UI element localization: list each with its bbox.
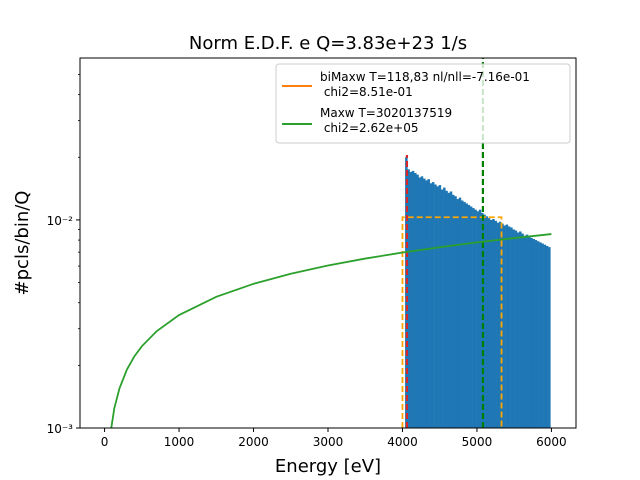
histogram-bar [429,183,433,428]
histogram-bar [478,209,482,428]
histogram-bar [523,235,527,428]
histogram-bar [411,170,415,428]
histogram-bar [409,171,413,428]
histogram-bar [460,200,464,428]
histogram-bar [449,191,453,428]
fit-window-dashed-box [401,216,503,428]
histogram-bar [440,189,444,428]
histogram-bar [516,232,520,428]
histogram-bar [496,222,500,428]
x-axis-ticks: 0 1000 2000 3000 4000 5000 6000 [101,428,567,449]
histogram-bar [530,237,533,428]
histogram-bar [445,190,448,428]
series-line-1 [110,233,552,428]
x-tick-label: 5000 [462,435,493,449]
x-tick-label: 0 [101,435,109,449]
histogram-bar [436,186,439,428]
histogram-bar [512,229,515,428]
x-tick-label: 1000 [164,435,195,449]
histogram-bar [519,231,522,428]
histogram-bar [539,242,542,428]
chart-title: Norm E.D.F. e Q=3.83e+23 1/s [189,33,467,54]
histogram-bar [456,199,460,428]
legend-label-maxw-line2: chi2=2.62e+05 [320,121,418,135]
histogram-bar [494,220,497,428]
histogram-bar [452,194,455,428]
histogram-bar [469,206,473,428]
legend-label-bimaxw-line2: chi2=8.51e-01 [320,85,413,99]
histogram-bar [416,174,419,428]
histogram-bar [507,226,511,428]
histogram-bar [454,196,457,428]
histogram-bar [447,192,451,428]
histogram-bar [458,197,462,428]
x-tick-label: 4000 [387,435,418,449]
legend-label-maxw-line1: Maxw T=3020137519 [320,106,452,120]
histogram-bar [443,187,446,428]
x-tick-label: 3000 [313,435,344,449]
x-tick-label: 6000 [536,435,567,449]
histogram-bar [422,178,426,428]
histogram-bar [465,203,468,428]
x-axis-label: Energy [eV] [275,456,381,477]
histogram-bar [489,219,493,428]
histogram-bar [525,234,529,428]
histogram-bar [536,241,540,428]
histogram-bar [420,176,424,428]
plot-area [110,58,552,428]
y-tick-label: 10⁻³ [47,422,74,436]
histogram-bar [476,211,480,428]
histogram-bar [418,177,422,428]
histogram-bar [545,245,549,428]
histogram-bar [548,247,551,428]
histogram-bar [483,214,486,428]
histogram-bar [481,212,484,428]
histogram-bar [532,238,535,428]
histogram-bar [510,227,513,428]
histogram-bar [427,179,430,428]
histogram-bar [485,216,489,428]
histogram-bar [407,169,410,428]
x-tick-label: 2000 [238,435,269,449]
legend-label-bimaxw-line1: biMaxw T=118,83 nl/nll=-7.16e-01 [320,70,530,84]
histogram-bar [474,209,477,428]
histogram-bar [514,230,518,428]
histogram-bar [431,182,435,428]
histogram-bar [463,201,466,428]
histogram-bar [527,236,531,428]
y-axis-label: #pcls/bin/Q [12,191,33,296]
y-tick-label: 10⁻² [47,214,74,228]
histogram-bar [541,243,544,428]
histogram-bar [467,204,471,428]
y-axis-ticks: 10⁻³ 10⁻² [47,74,80,436]
histogram-bar [521,233,524,428]
histogram-bar [487,218,491,428]
histogram-bar [425,180,428,428]
legend-frame [275,63,571,144]
histogram-bar [543,244,547,428]
histogram-bar [492,219,495,428]
histogram-bar [414,173,417,428]
histogram-bar [438,185,442,428]
legend: biMaxw T=118,83 nl/nll=-7.16e-01 chi2=8.… [275,63,571,144]
histogram-bar [534,240,538,428]
histogram-bar [434,184,437,428]
histogram-bar [503,225,506,428]
histogram-bar [498,221,502,428]
histogram-bar [472,208,475,428]
histogram-bar [505,224,509,428]
